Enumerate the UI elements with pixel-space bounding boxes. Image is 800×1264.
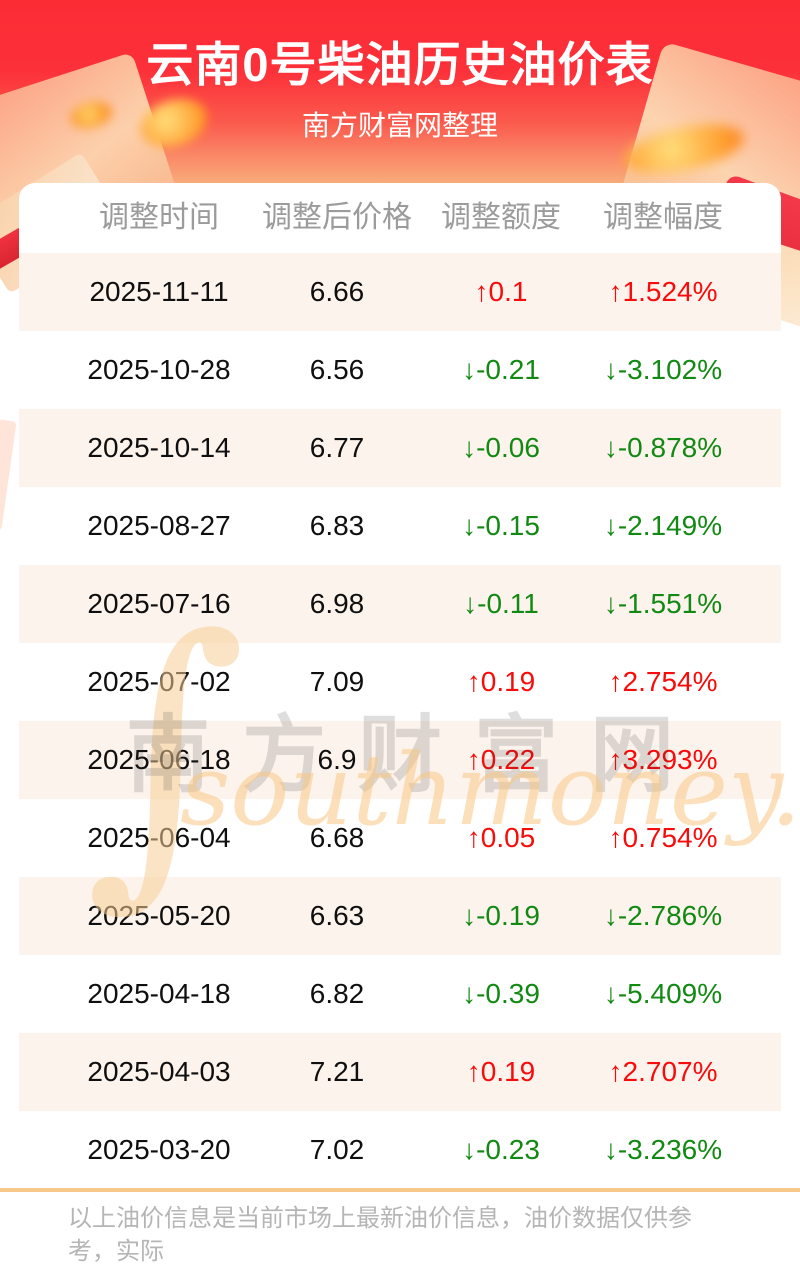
row-date: 2025-10-14 [87, 432, 231, 463]
row-percent: ↓-2.786% [603, 900, 723, 931]
table-row: 2025-10-14 6.77 ↓-0.06 ↓-0.878% [19, 409, 781, 487]
row-percent: ↑2.707% [608, 1056, 718, 1087]
row-percent: ↓-1.551% [603, 588, 723, 619]
price-table-card: 调整时间 调整后价格 调整额度 调整幅度 2025-11-11 6.66 ↑0.1 ↑… [19, 183, 781, 1189]
table-row: 2025-10-28 6.56 ↓-0.21 ↓-3.102% [19, 331, 781, 409]
row-change: ↓-0.19 [462, 900, 540, 931]
table-row: 2025-06-04 6.68 ↑0.05 ↑0.754% [19, 799, 781, 877]
row-date: 2025-05-20 [87, 900, 231, 931]
row-percent: ↓-2.149% [603, 510, 723, 541]
row-change: ↑0.22 [466, 744, 536, 775]
table-row: 2025-07-02 7.09 ↑0.19 ↑2.754% [19, 643, 781, 721]
row-date: 2025-06-18 [87, 744, 231, 775]
row-percent: ↓-3.102% [603, 354, 723, 385]
table-row: 2025-04-03 7.21 ↑0.19 ↑2.707% [19, 1033, 781, 1111]
table-row: 2025-06-18 6.9 ↑0.22 ↑3.293% [19, 721, 781, 799]
row-percent: ↓-3.236% [603, 1134, 723, 1165]
row-percent: ↓-5.409% [603, 978, 723, 1009]
footer-divider [0, 1188, 800, 1192]
row-change: ↓-0.23 [462, 1134, 540, 1165]
page-subtitle: 南方财富网整理 [301, 110, 498, 141]
row-change: ↑0.19 [466, 1056, 536, 1087]
table-row: 2025-04-18 6.82 ↓-0.39 ↓-5.409% [19, 955, 781, 1033]
page-title: 云南0号柴油历史油价表 [146, 38, 654, 91]
row-percent: ↓-0.878% [603, 432, 723, 463]
row-price: 6.56 [309, 354, 365, 385]
row-date: 2025-04-18 [87, 978, 231, 1009]
table-row: 2025-05-20 6.63 ↓-0.19 ↓-2.786% [19, 877, 781, 955]
row-date: 2025-10-28 [87, 354, 231, 385]
row-price: 6.77 [309, 432, 365, 463]
row-change: ↑0.1 [474, 276, 528, 307]
row-price: 6.9 [317, 744, 357, 775]
row-change: ↑0.19 [466, 666, 536, 697]
row-percent: ↑1.524% [608, 276, 718, 307]
row-price: 6.83 [309, 510, 365, 541]
column-header-adjust-amount: 调整额度 [441, 201, 561, 234]
row-percent: ↑2.754% [608, 666, 718, 697]
header-banner: 云南0号柴油历史油价表 南方财富网整理 [0, 0, 800, 260]
row-date: 2025-08-27 [87, 510, 231, 541]
table-row: 2025-07-16 6.98 ↓-0.11 ↓-1.551% [19, 565, 781, 643]
row-date: 2025-11-11 [89, 276, 229, 307]
row-percent: ↑0.754% [608, 822, 718, 853]
row-change: ↓-0.15 [462, 510, 540, 541]
disclaimer-line-1: 以上油价信息是当前市场上最新油价信息，油价数据仅供参考，实际 [68, 1205, 692, 1264]
table-body: 2025-11-11 6.66 ↑0.1 ↑1.524% 2025-10-28 6.56 ↓… [19, 253, 781, 1189]
row-price: 6.82 [309, 978, 365, 1009]
row-change: ↓-0.11 [463, 588, 539, 619]
row-date: 2025-06-04 [87, 822, 231, 853]
row-date: 2025-07-02 [87, 666, 231, 697]
column-header-adjust-date: 调整时间 [99, 201, 219, 234]
row-date: 2025-07-16 [87, 588, 231, 619]
row-price: 7.21 [309, 1056, 365, 1087]
ribbon-tail-decoration-left [0, 419, 17, 531]
row-price: 6.66 [309, 276, 365, 307]
row-price: 7.09 [309, 666, 365, 697]
column-header-adjusted-price: 调整后价格 [262, 201, 412, 234]
row-change: ↓-0.39 [462, 978, 540, 1009]
row-price: 6.63 [309, 900, 365, 931]
row-price: 6.98 [309, 588, 365, 619]
row-change: ↓-0.06 [462, 432, 540, 463]
row-date: 2025-04-03 [87, 1056, 231, 1087]
row-change: ↓-0.21 [462, 354, 540, 385]
row-change: ↑0.05 [466, 822, 536, 853]
row-price: 6.68 [309, 822, 365, 853]
table-row: 2025-11-11 6.66 ↑0.1 ↑1.524% [19, 253, 781, 331]
table-header-row: 调整时间 调整后价格 调整额度 调整幅度 [19, 183, 781, 253]
row-percent: ↑3.293% [608, 744, 718, 775]
disclaimer-text: 以上油价信息是当前市场上最新油价信息，油价数据仅供参考，实际 在售油价可能有小幅… [68, 1202, 736, 1264]
table-row: 2025-03-20 7.02 ↓-0.23 ↓-3.236% [19, 1111, 781, 1189]
table-row: 2025-08-27 6.83 ↓-0.15 ↓-2.149% [19, 487, 781, 565]
row-date: 2025-03-20 [87, 1134, 231, 1165]
row-price: 7.02 [309, 1134, 365, 1165]
column-header-adjust-rate: 调整幅度 [603, 201, 723, 234]
